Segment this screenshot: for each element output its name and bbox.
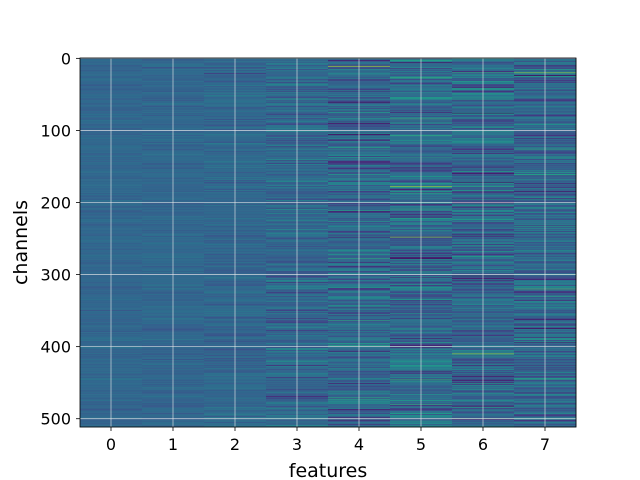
y-tick-label: 400 [40,338,71,357]
x-tick-label: 2 [230,435,240,454]
y-axis-ticks: 0 100 200 300 400 500 [40,49,80,429]
y-tick-label: 100 [40,121,71,140]
y-tick-label: 300 [40,266,71,285]
x-tick-label: 5 [416,435,426,454]
plot-frame [79,57,577,428]
y-tick-label: 0 [61,49,71,68]
x-tick-label: 4 [354,435,364,454]
x-tick-label: 3 [292,435,302,454]
x-tick-label: 0 [106,435,116,454]
heatmap-cells [80,58,577,428]
y-tick-label: 500 [40,410,71,429]
y-axis-label: channels [10,200,32,285]
x-tick-label: 1 [168,435,178,454]
x-tick-label: 7 [540,435,550,454]
x-axis-ticks: 0 1 2 3 4 5 6 7 [106,427,550,454]
x-axis-label: features [289,460,368,480]
grid-lines [80,57,576,427]
x-tick-label: 6 [478,435,488,454]
y-tick-label: 200 [40,194,71,213]
